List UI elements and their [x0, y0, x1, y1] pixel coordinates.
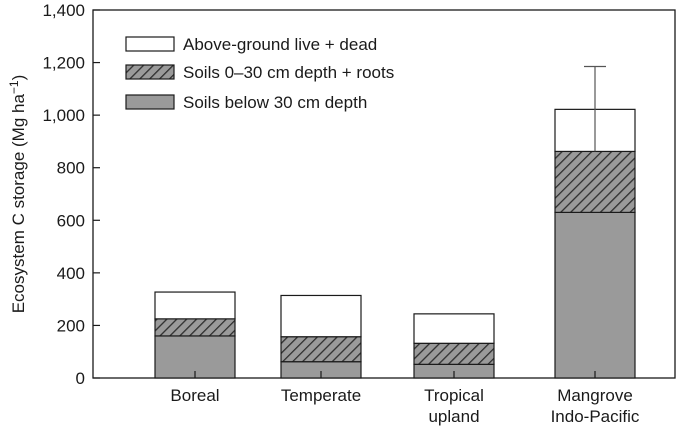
y-tick-label: 800	[57, 159, 85, 178]
bar-segment-above-ground-live-dead-1	[154, 291, 236, 320]
bar-segment-above-ground-live-dead-3	[413, 313, 495, 344]
legend-swatch	[125, 94, 175, 110]
x-category-label: upland	[428, 407, 479, 426]
y-tick-label: 1,400	[42, 1, 85, 20]
y-tick-label: 0	[76, 369, 85, 388]
bar-segment-soils-0-30-cm-depth-roots-2	[280, 336, 362, 363]
x-category-label: Mangrove	[557, 386, 633, 405]
bar-segment-soils-0-30-cm-depth-roots-1	[154, 318, 236, 337]
bar-segment-soils-0-30-cm-depth-roots-4	[554, 150, 636, 214]
y-tick-label: 1,000	[42, 106, 85, 125]
plot-area-frame	[92, 9, 676, 379]
y-axis-label: Ecosystem C storage (Mg ha−1)	[7, 75, 28, 314]
y-tick-label: 600	[57, 211, 85, 230]
x-category-label: Temperate	[281, 386, 361, 405]
x-category-label: Tropical	[424, 386, 484, 405]
bar-segment-above-ground-live-dead-2	[280, 294, 362, 338]
bar-segment-soils-0-30-cm-depth-roots-3	[413, 342, 495, 365]
legend-swatch	[125, 64, 175, 80]
y-tick-label: 400	[57, 264, 85, 283]
x-category-label: Boreal	[170, 386, 219, 405]
legend-label: Soils below 30 cm depth	[183, 93, 367, 112]
y-tick-label: 1,200	[42, 54, 85, 73]
legend-swatch	[125, 36, 175, 52]
y-tick-label: 200	[57, 316, 85, 335]
legend-label: Soils 0–30 cm depth + roots	[183, 63, 394, 82]
x-category-label: Indo-Pacific	[551, 407, 640, 426]
bar-segment-soils-below-30-cm-depth-4	[554, 211, 636, 379]
legend-label: Above-ground live + dead	[183, 35, 377, 54]
